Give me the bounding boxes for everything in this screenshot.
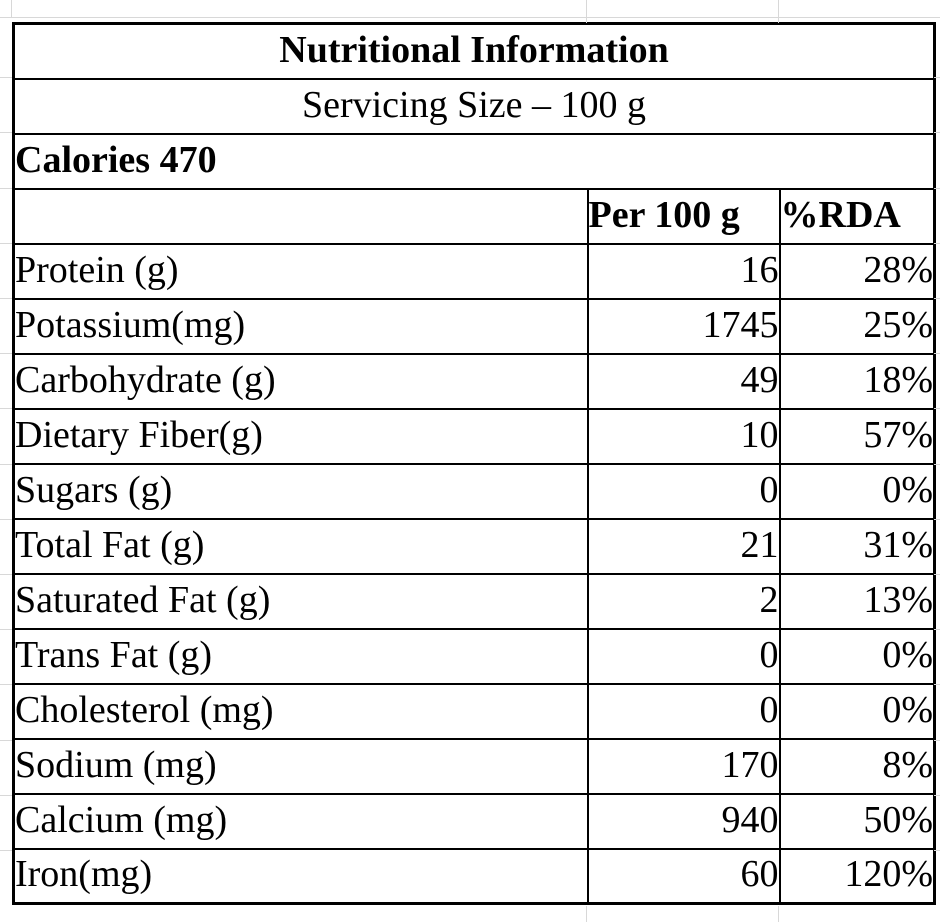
nutrient-value-cell[interactable]: 60 bbox=[588, 849, 780, 904]
nutrient-label-cell[interactable]: Sugars (g) bbox=[14, 464, 588, 519]
nutrient-label-cell[interactable]: Protein (g) bbox=[14, 244, 588, 299]
spreadsheet-gridline bbox=[934, 629, 940, 630]
table-row: Potassium(mg)174525% bbox=[14, 299, 935, 354]
spreadsheet-gridline bbox=[934, 77, 940, 78]
spreadsheet-gridline bbox=[934, 740, 940, 741]
nutrient-value-cell[interactable]: 0 bbox=[588, 464, 780, 519]
nutrient-label-cell[interactable]: Iron(mg) bbox=[14, 849, 588, 904]
nutrient-value-cell[interactable]: 1745 bbox=[588, 299, 780, 354]
table-row: Total Fat (g)2131% bbox=[14, 519, 935, 574]
spreadsheet-gridline bbox=[0, 574, 12, 575]
calories-cell[interactable]: Calories 470 bbox=[14, 134, 935, 189]
spreadsheet-gridline bbox=[0, 464, 12, 465]
nutrient-rda-cell[interactable]: 0% bbox=[780, 629, 935, 684]
table-row: Dietary Fiber(g)1057% bbox=[14, 409, 935, 464]
nutrient-label-cell[interactable]: Calcium (mg) bbox=[14, 794, 588, 849]
spreadsheet-gridline bbox=[0, 629, 12, 630]
table-row: Carbohydrate (g)4918% bbox=[14, 354, 935, 409]
table-title-cell[interactable]: Nutritional Information bbox=[14, 24, 935, 79]
nutrient-label-cell[interactable]: Saturated Fat (g) bbox=[14, 574, 588, 629]
spreadsheet-gridline bbox=[0, 188, 12, 189]
nutrient-value-cell[interactable]: 2 bbox=[588, 574, 780, 629]
spreadsheet-gridline bbox=[0, 243, 12, 244]
spreadsheet-gridline bbox=[934, 574, 940, 575]
nutrient-value-cell[interactable]: 940 bbox=[588, 794, 780, 849]
spreadsheet-gridline bbox=[11, 0, 12, 18]
spreadsheet-gridline bbox=[934, 519, 940, 520]
header-rda-cell[interactable]: %RDA bbox=[780, 189, 935, 244]
table-row: Cholesterol (mg)00% bbox=[14, 684, 935, 739]
table-row: Calcium (mg)94050% bbox=[14, 794, 935, 849]
spreadsheet-gridline bbox=[778, 0, 779, 23]
spreadsheet-gridline bbox=[0, 740, 12, 741]
nutrient-rda-cell[interactable]: 18% bbox=[780, 354, 935, 409]
nutrient-rda-cell[interactable]: 120% bbox=[780, 849, 935, 904]
nutrient-label-cell[interactable]: Cholesterol (mg) bbox=[14, 684, 588, 739]
nutrition-table: Nutritional Information Servicing Size –… bbox=[12, 22, 936, 905]
table-row: Iron(mg)60120% bbox=[14, 849, 935, 904]
spreadsheet-gridline bbox=[934, 188, 940, 189]
nutrient-rda-cell[interactable]: 57% bbox=[780, 409, 935, 464]
spreadsheet-gridline bbox=[934, 243, 940, 244]
nutrient-rda-cell[interactable]: 0% bbox=[780, 684, 935, 739]
nutrient-rda-cell[interactable]: 13% bbox=[780, 574, 935, 629]
table-row: Sugars (g)00% bbox=[14, 464, 935, 519]
nutrient-value-cell[interactable]: 16 bbox=[588, 244, 780, 299]
spreadsheet-gridline bbox=[0, 17, 940, 18]
nutrient-label-cell[interactable]: Sodium (mg) bbox=[14, 739, 588, 794]
spreadsheet-gridline bbox=[934, 464, 940, 465]
nutrient-label-cell[interactable]: Potassium(mg) bbox=[14, 299, 588, 354]
nutrient-value-cell[interactable]: 21 bbox=[588, 519, 780, 574]
column-header-row: Per 100 g %RDA bbox=[14, 189, 935, 244]
spreadsheet-gridline bbox=[0, 408, 12, 409]
nutrient-rda-cell[interactable]: 8% bbox=[780, 739, 935, 794]
spreadsheet-sheet: Nutritional Information Servicing Size –… bbox=[0, 0, 940, 922]
table-row-serving-size: Servicing Size – 100 g bbox=[14, 79, 935, 134]
nutrient-rda-cell[interactable]: 0% bbox=[780, 464, 935, 519]
nutrient-rda-cell[interactable]: 50% bbox=[780, 794, 935, 849]
spreadsheet-gridline bbox=[0, 353, 12, 354]
nutrient-value-cell[interactable]: 170 bbox=[588, 739, 780, 794]
spreadsheet-gridline bbox=[0, 77, 12, 78]
table-row: Sodium (mg)1708% bbox=[14, 739, 935, 794]
spreadsheet-gridline bbox=[934, 353, 940, 354]
table-row-calories: Calories 470 bbox=[14, 134, 935, 189]
table-row: Trans Fat (g)00% bbox=[14, 629, 935, 684]
spreadsheet-gridline bbox=[0, 795, 12, 796]
spreadsheet-gridline bbox=[0, 519, 12, 520]
header-per100g-cell[interactable]: Per 100 g bbox=[588, 189, 780, 244]
spreadsheet-gridline bbox=[586, 0, 587, 23]
nutrition-table-body: Nutritional Information Servicing Size –… bbox=[14, 24, 935, 904]
serving-size-cell[interactable]: Servicing Size – 100 g bbox=[14, 79, 935, 134]
nutrient-value-cell[interactable]: 10 bbox=[588, 409, 780, 464]
nutrient-label-cell[interactable]: Trans Fat (g) bbox=[14, 629, 588, 684]
nutrient-rda-cell[interactable]: 25% bbox=[780, 299, 935, 354]
nutrient-value-cell[interactable]: 0 bbox=[588, 684, 780, 739]
spreadsheet-gridline bbox=[0, 684, 12, 685]
spreadsheet-gridline bbox=[934, 408, 940, 409]
spreadsheet-gridline bbox=[934, 132, 940, 133]
nutrient-label-cell[interactable]: Carbohydrate (g) bbox=[14, 354, 588, 409]
spreadsheet-gridline bbox=[0, 850, 12, 851]
spreadsheet-gridline bbox=[934, 684, 940, 685]
spreadsheet-gridline bbox=[934, 298, 940, 299]
nutrient-value-cell[interactable]: 0 bbox=[588, 629, 780, 684]
header-empty-cell[interactable] bbox=[14, 189, 588, 244]
nutrient-rda-cell[interactable]: 31% bbox=[780, 519, 935, 574]
nutrient-label-cell[interactable]: Total Fat (g) bbox=[14, 519, 588, 574]
spreadsheet-gridline bbox=[586, 906, 587, 922]
nutrient-value-cell[interactable]: 49 bbox=[588, 354, 780, 409]
spreadsheet-gridline bbox=[0, 298, 12, 299]
nutrient-rda-cell[interactable]: 28% bbox=[780, 244, 935, 299]
nutrient-label-cell[interactable]: Dietary Fiber(g) bbox=[14, 409, 588, 464]
spreadsheet-gridline bbox=[0, 132, 12, 133]
spreadsheet-gridline bbox=[778, 906, 779, 922]
table-row-title: Nutritional Information bbox=[14, 24, 935, 79]
spreadsheet-gridline bbox=[934, 795, 940, 796]
spreadsheet-gridline bbox=[934, 850, 940, 851]
table-row: Saturated Fat (g)213% bbox=[14, 574, 935, 629]
table-row: Protein (g)1628% bbox=[14, 244, 935, 299]
